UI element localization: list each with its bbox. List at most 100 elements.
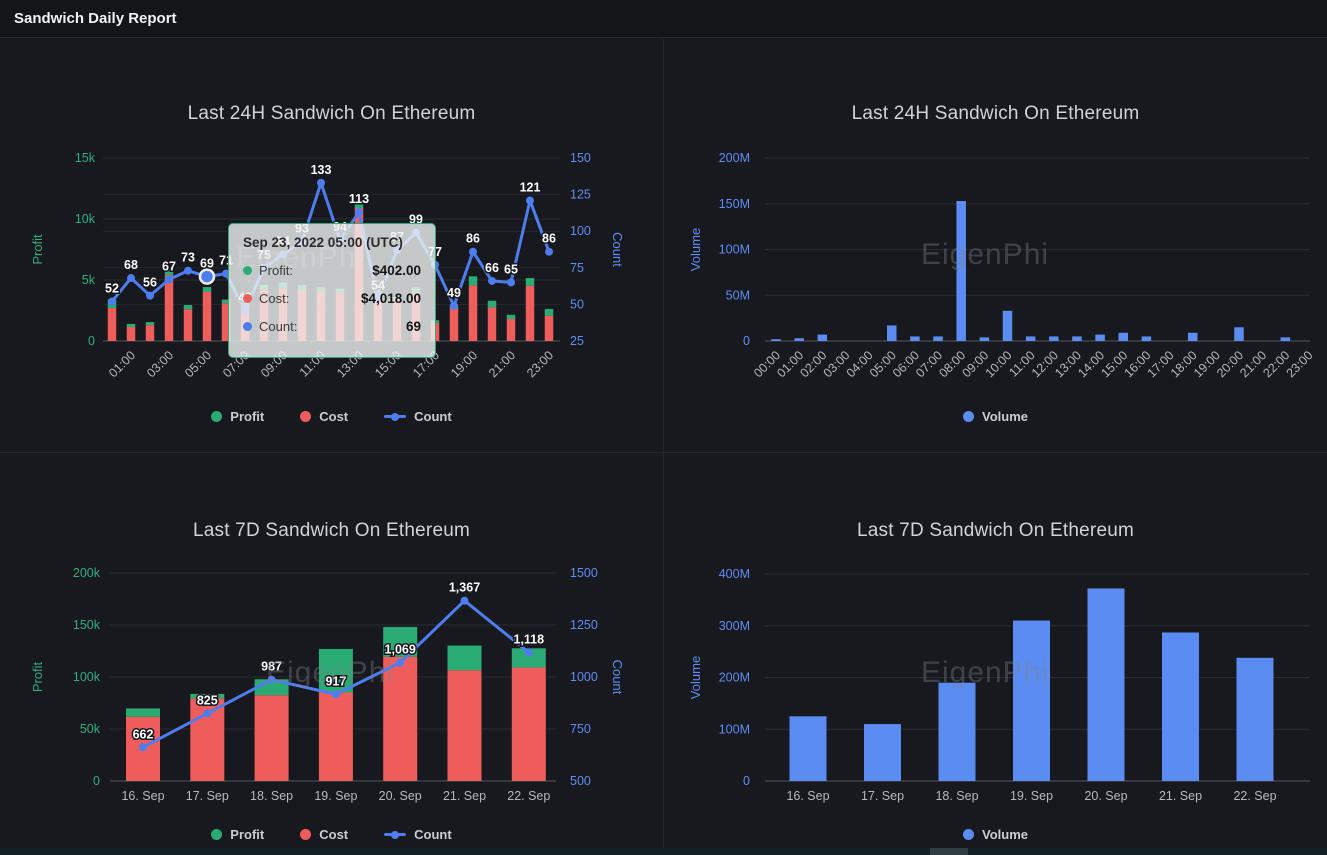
- svg-text:400M: 400M: [719, 567, 750, 581]
- legend-item-volume[interactable]: Volume: [963, 409, 1028, 424]
- svg-text:200M: 200M: [719, 151, 750, 165]
- legend-24h-profit: Profit Cost Count: [0, 409, 663, 424]
- svg-text:300M: 300M: [719, 619, 750, 633]
- svg-text:50M: 50M: [726, 288, 750, 302]
- svg-text:1,367: 1,367: [449, 581, 480, 595]
- svg-text:86: 86: [542, 232, 556, 246]
- svg-text:1500: 1500: [570, 566, 598, 580]
- tooltip-row-count: Count: 69: [243, 319, 421, 334]
- svg-text:0: 0: [93, 774, 100, 788]
- page-title: Sandwich Daily Report: [14, 10, 177, 27]
- svg-text:20. Sep: 20. Sep: [1084, 789, 1127, 803]
- svg-text:Profit: Profit: [30, 234, 45, 265]
- legend-dot-icon: [211, 829, 223, 840]
- svg-text:10:00: 10:00: [983, 348, 1015, 380]
- svg-text:75: 75: [570, 261, 584, 275]
- svg-text:52: 52: [105, 281, 119, 295]
- svg-text:17. Sep: 17. Sep: [861, 789, 904, 803]
- svg-text:68: 68: [124, 258, 138, 272]
- legend-item-profit[interactable]: Profit: [211, 827, 264, 842]
- chart-title-24h-volume: Last 24H Sandwich On Ethereum: [851, 103, 1140, 124]
- legend-item-cost[interactable]: Cost: [300, 827, 348, 842]
- svg-text:50k: 50k: [80, 722, 101, 736]
- svg-text:50: 50: [570, 297, 584, 311]
- legend-item-volume[interactable]: Volume: [963, 827, 1028, 842]
- svg-text:67: 67: [162, 260, 176, 274]
- legend-label: Count: [414, 827, 452, 842]
- tooltip-series-dot-icon: [243, 294, 252, 303]
- svg-text:825: 825: [197, 693, 218, 707]
- legend-line-marker-icon: [384, 412, 407, 421]
- legend-dot-icon: [300, 829, 312, 840]
- legend-7d-profit: Profit Cost Count: [0, 827, 663, 842]
- watermark-logo: EigenPhi: [920, 238, 1050, 271]
- chart-title-24h-profit: Last 24H Sandwich On Ethereum: [187, 103, 476, 124]
- svg-text:25: 25: [570, 334, 584, 348]
- chart-title-7d-profit: Last 7D Sandwich On Ethereum: [192, 520, 471, 541]
- legend-label: Count: [414, 409, 452, 424]
- watermark-logo: EigenPhi: [920, 656, 1050, 689]
- svg-text:73: 73: [181, 251, 195, 265]
- watermark-logo: EigenPhi: [265, 656, 395, 689]
- legend-label: Cost: [319, 409, 349, 424]
- svg-text:03:00: 03:00: [144, 348, 176, 380]
- svg-text:19. Sep: 19. Sep: [314, 789, 357, 803]
- svg-text:18. Sep: 18. Sep: [935, 789, 978, 803]
- svg-text:121: 121: [520, 180, 541, 194]
- tooltip-row-label: Cost:: [259, 291, 290, 306]
- svg-text:5k: 5k: [82, 273, 96, 287]
- legend-item-cost[interactable]: Cost: [300, 409, 348, 424]
- svg-text:15k: 15k: [75, 151, 96, 165]
- horizontal-scrollbar[interactable]: [0, 848, 1327, 855]
- svg-text:0: 0: [88, 334, 95, 348]
- svg-text:65: 65: [504, 262, 518, 276]
- svg-text:22. Sep: 22. Sep: [1233, 789, 1276, 803]
- svg-text:0: 0: [743, 774, 750, 788]
- scrollbar-thumb[interactable]: [930, 848, 968, 855]
- legend-24h-volume: Volume: [664, 409, 1327, 424]
- svg-text:1000: 1000: [570, 670, 598, 684]
- legend-item-count[interactable]: Count: [384, 827, 452, 842]
- svg-text:150M: 150M: [719, 197, 750, 211]
- tooltip-row-cost: Cost: $4,018.00: [243, 291, 421, 306]
- svg-text:Volume: Volume: [688, 656, 703, 699]
- svg-text:917: 917: [325, 674, 346, 688]
- legend-dot-icon: [300, 411, 312, 422]
- svg-text:1,118: 1,118: [514, 632, 545, 646]
- legend-item-profit[interactable]: Profit: [211, 409, 264, 424]
- svg-text:69: 69: [200, 257, 214, 271]
- legend-dot-icon: [211, 411, 223, 422]
- svg-text:133: 133: [311, 163, 332, 177]
- legend-dot-icon: [963, 411, 974, 422]
- chart-tooltip: Sep 23, 2022 05:00 (UTC) Profit: $402.00 C…: [228, 223, 436, 358]
- svg-text:05:00: 05:00: [182, 348, 214, 380]
- tooltip-row-value: 69: [405, 319, 421, 334]
- svg-text:10k: 10k: [75, 212, 96, 226]
- svg-text:20. Sep: 20. Sep: [379, 789, 422, 803]
- svg-text:200M: 200M: [719, 671, 750, 685]
- svg-text:17. Sep: 17. Sep: [186, 789, 229, 803]
- chart-title-7d-volume: Last 7D Sandwich On Ethereum: [856, 520, 1135, 541]
- svg-text:662: 662: [133, 727, 154, 741]
- svg-text:16. Sep: 16. Sep: [121, 789, 164, 803]
- tooltip-title: Sep 23, 2022 05:00 (UTC): [243, 235, 403, 250]
- legend-label: Profit: [230, 409, 265, 424]
- svg-text:100M: 100M: [719, 243, 750, 257]
- svg-text:18. Sep: 18. Sep: [250, 789, 293, 803]
- svg-text:86: 86: [466, 232, 480, 246]
- svg-text:49: 49: [447, 286, 461, 300]
- legend-item-count[interactable]: Count: [384, 409, 452, 424]
- svg-text:22. Sep: 22. Sep: [507, 789, 550, 803]
- svg-text:113: 113: [349, 192, 369, 206]
- svg-text:200k: 200k: [73, 566, 101, 580]
- tooltip-row-label: Profit:: [259, 263, 293, 278]
- svg-text:100k: 100k: [73, 670, 101, 684]
- svg-text:56: 56: [143, 276, 157, 290]
- svg-text:66: 66: [485, 261, 499, 275]
- svg-text:1250: 1250: [570, 618, 598, 632]
- legend-line-marker-icon: [384, 830, 407, 839]
- svg-text:750: 750: [570, 722, 591, 736]
- svg-text:0: 0: [743, 334, 750, 348]
